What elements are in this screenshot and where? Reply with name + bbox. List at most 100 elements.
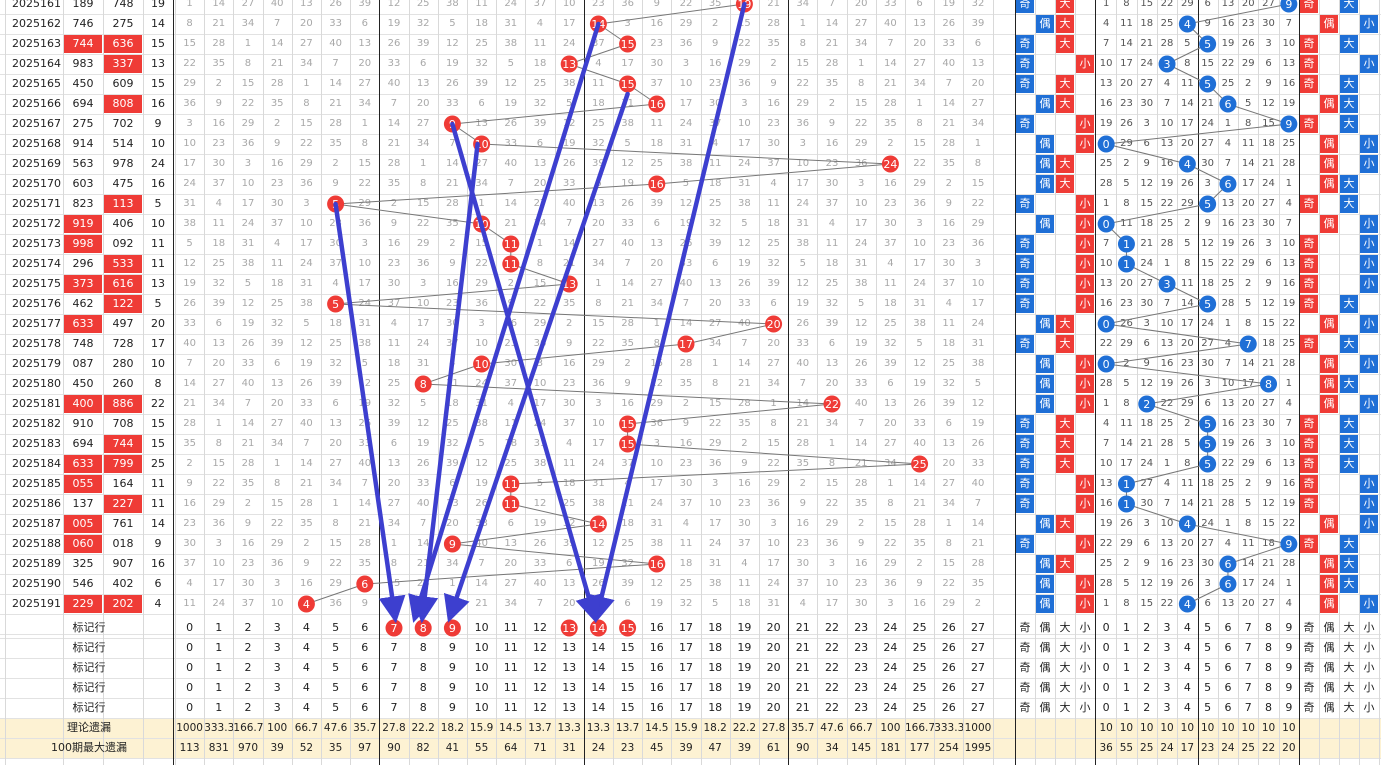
- tail-missing-count: 4: [1224, 138, 1232, 149]
- missing-count: 12: [854, 318, 868, 329]
- missing-count: 30: [650, 58, 664, 69]
- missing-count: 36: [679, 38, 693, 49]
- tail-missing-count: 8: [1245, 318, 1252, 329]
- tail-odd-badge: 奇: [1300, 55, 1318, 73]
- tail-missing-count: 10: [1099, 258, 1113, 269]
- column-divider: [1095, 0, 1096, 765]
- missing-count: 2: [945, 178, 952, 189]
- issue-number: 2025174: [12, 257, 61, 270]
- tail-missing-count: 20: [1241, 198, 1255, 209]
- missing-count: 24: [854, 238, 868, 249]
- missing-count: 3: [974, 258, 982, 269]
- tail-missing-count: 18: [1262, 138, 1275, 149]
- missing-count: 8: [945, 538, 952, 549]
- missing-count: 34: [650, 298, 664, 309]
- missing-count: 12: [796, 278, 810, 289]
- svg-text:5: 5: [332, 298, 339, 311]
- tail-missing-count: 8: [1245, 118, 1252, 129]
- tail-missing-count: 16: [1282, 278, 1296, 289]
- missing-count: 23: [884, 198, 897, 209]
- missing-count: 38: [183, 218, 196, 229]
- sum-value: 24: [151, 157, 165, 170]
- sum-trend-line: [481, 143, 891, 165]
- missing-count: 19: [562, 138, 576, 149]
- sum-trend-line: [510, 503, 599, 525]
- missing-count: 38: [971, 358, 985, 369]
- sum-trend-line: [656, 163, 891, 185]
- column-divider: [730, 0, 731, 765]
- tail-missing-count: 10: [1160, 118, 1174, 129]
- svg-text:6: 6: [1224, 178, 1231, 191]
- missing-count: 17: [679, 98, 693, 109]
- missing-count: 7: [741, 338, 748, 349]
- missing-count: 31: [971, 338, 985, 349]
- missing-count: 39: [387, 418, 401, 429]
- missing-count: 5: [478, 438, 485, 449]
- missing-count: 2: [566, 318, 573, 329]
- missing-count: 31: [679, 138, 693, 149]
- tail-missing-count: 29: [1241, 258, 1255, 269]
- svg-text:4: 4: [1184, 18, 1191, 31]
- missing-count: 7: [332, 58, 339, 69]
- missing-count: 9: [858, 538, 865, 549]
- missing-count: 7: [858, 418, 865, 429]
- missing-count: 27: [533, 198, 547, 209]
- missing-count: 19: [738, 258, 751, 269]
- missing-count: 1: [595, 278, 602, 289]
- tail-missing-count: 30: [1262, 418, 1275, 429]
- missing-count: 20: [329, 438, 342, 449]
- svg-text:1: 1: [1123, 498, 1130, 511]
- tail-missing-count: 22: [1160, 0, 1174, 9]
- tail-missing-count: 12: [1140, 178, 1154, 189]
- missing-count: 32: [329, 358, 342, 369]
- svg-text:6: 6: [361, 578, 368, 591]
- draw-number-b: 978: [112, 157, 134, 170]
- tail-missing-count: 19: [1160, 378, 1174, 389]
- missing-count: 7: [244, 398, 252, 409]
- draw-number-b: 337: [104, 55, 142, 73]
- missing-count: 21: [621, 298, 634, 309]
- tail-missing-count: 3: [1265, 238, 1272, 249]
- missing-count: 34: [825, 418, 839, 429]
- missing-count: 36: [825, 538, 839, 549]
- even-badge: 偶: [1036, 395, 1054, 413]
- missing-count: 23: [679, 458, 693, 469]
- svg-text:10: 10: [475, 358, 489, 371]
- small-badge: 小: [1076, 55, 1094, 73]
- missing-count: 31: [504, 18, 518, 29]
- tail-missing-count: 26: [1241, 438, 1255, 449]
- missing-count: 15: [825, 478, 839, 489]
- missing-count: 20: [446, 518, 459, 529]
- missing-count: 29: [767, 478, 780, 489]
- missing-count: 22: [796, 78, 810, 89]
- missing-count: 33: [621, 218, 634, 229]
- tail-missing-count: 11: [1120, 418, 1133, 429]
- missing-count: 30: [504, 358, 518, 369]
- tail-missing-count: 3: [1143, 118, 1150, 129]
- tail-missing-count: 9: [1204, 218, 1211, 229]
- missing-count: 35: [241, 478, 255, 489]
- missing-count: 17: [562, 18, 576, 29]
- missing-count: 10: [971, 278, 985, 289]
- missing-count: 14: [504, 198, 518, 209]
- missing-count: 3: [916, 218, 923, 229]
- draw-number-a: 694: [72, 437, 94, 450]
- tail-missing-count: 24: [1140, 458, 1154, 469]
- missing-count: 11: [504, 418, 518, 429]
- missing-count: 25: [942, 358, 956, 369]
- marked-number-ball: 15: [619, 619, 637, 637]
- column-divider: [1218, 0, 1219, 765]
- missing-count: 39: [650, 198, 664, 209]
- missing-count: 22: [475, 258, 488, 269]
- missing-count: 31: [796, 218, 810, 229]
- missing-count: 27: [300, 38, 313, 49]
- tail-missing-count: 8: [1184, 58, 1191, 69]
- svg-text:13: 13: [562, 58, 576, 71]
- svg-text:4: 4: [303, 598, 310, 611]
- tail-big-badge: 大: [1340, 295, 1358, 313]
- tail-trend-line: [1146, 403, 1208, 425]
- tail-missing-count: 21: [1140, 438, 1154, 449]
- missing-count: 25: [825, 278, 839, 289]
- missing-count: 37: [621, 458, 634, 469]
- missing-count: 21: [942, 118, 956, 129]
